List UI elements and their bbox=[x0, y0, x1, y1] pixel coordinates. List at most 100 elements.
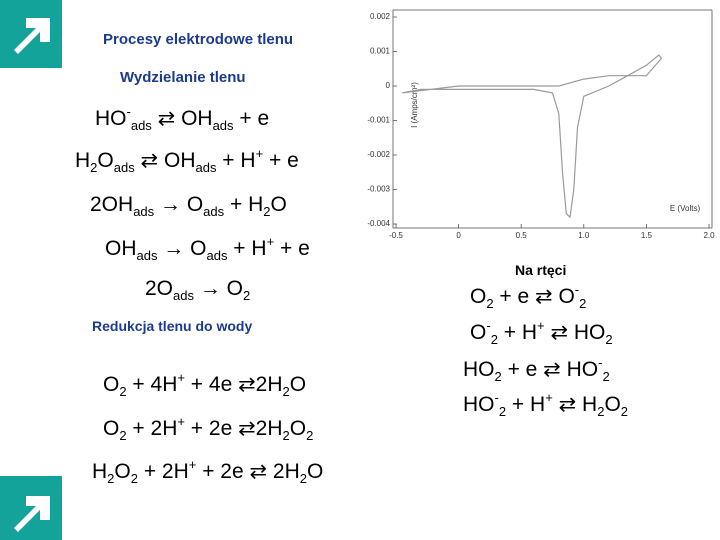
y-tick-label: -0.004 bbox=[367, 219, 390, 228]
plot-frame bbox=[392, 9, 713, 229]
equation-part: 2 bbox=[119, 384, 127, 399]
equation-part: - bbox=[126, 104, 131, 119]
equation-part: 2 bbox=[299, 471, 307, 486]
x-tick-label: 0 bbox=[456, 231, 461, 240]
equation-part: 2 bbox=[620, 404, 629, 419]
equation-part: ads bbox=[195, 160, 217, 175]
section-heading: Na rtęci bbox=[515, 262, 567, 278]
equation-part: 2 bbox=[243, 288, 251, 303]
equation-part: ⇄ HO bbox=[544, 321, 606, 344]
equation-part: ⇄ OH bbox=[151, 107, 213, 130]
equation: O2 + 4H+ + 4e ⇄2H2O bbox=[103, 370, 306, 399]
equation-part: + H bbox=[227, 237, 267, 260]
equation-part: ⇄ OH bbox=[134, 149, 196, 172]
equation-part: O bbox=[307, 460, 324, 483]
equation-part: 2 bbox=[90, 160, 98, 175]
y-tick-label: 0.002 bbox=[370, 12, 391, 21]
equation: OHads → Oads + H+ + e bbox=[105, 234, 310, 263]
equation-part: OH bbox=[105, 237, 137, 260]
equation-part: 2OH bbox=[90, 193, 134, 216]
equation-part: + 2H bbox=[126, 417, 178, 440]
equation-part: O bbox=[97, 149, 114, 172]
title: Procesy elektrodowe tlenu bbox=[103, 31, 294, 48]
equation-part: → O bbox=[193, 277, 243, 300]
equation-part: 2O bbox=[145, 277, 174, 300]
equation-part: 2 bbox=[130, 471, 138, 486]
equation-part: + H bbox=[224, 193, 264, 216]
equation: H2O2 + 2H+ + 2e ⇄ 2H2O bbox=[92, 457, 323, 486]
x-tick-label: 0.5 bbox=[516, 231, 528, 240]
y-tick-label: -0.001 bbox=[367, 116, 390, 125]
equation-part: 2 bbox=[282, 428, 290, 443]
equation-part: ads bbox=[212, 118, 234, 133]
equation: O2 + 2H+ + 2e ⇄2H2O2 bbox=[103, 414, 313, 443]
equation-part: O bbox=[470, 285, 487, 308]
equation: 2Oads → O2 bbox=[145, 277, 250, 303]
equation-part: → O bbox=[157, 237, 207, 260]
equation-part: + bbox=[537, 318, 545, 333]
y-tick-label: 0 bbox=[386, 81, 391, 90]
equation-part: - bbox=[598, 355, 603, 370]
equation-part: ads bbox=[203, 204, 225, 219]
voltammogram: 0.002 0.001 0 -0.001 -0.002 -0.003 -0.004 -0.5 0… bbox=[367, 9, 715, 240]
y-axis-label: I (Amps/cm²) bbox=[410, 82, 419, 128]
equation-part: O bbox=[103, 373, 120, 396]
equation-part: 2 bbox=[486, 296, 494, 311]
equation-part: + bbox=[255, 146, 264, 161]
equation-part: 2 bbox=[107, 471, 115, 486]
equation-part: O bbox=[289, 373, 307, 396]
equation-part: 2 bbox=[605, 332, 613, 347]
equation-part: O bbox=[289, 417, 307, 440]
equation-part: + bbox=[177, 414, 185, 429]
x-tick-label: 1.5 bbox=[641, 231, 653, 240]
x-tick-label: 1.0 bbox=[578, 231, 590, 240]
equation-part: 2 bbox=[119, 428, 127, 443]
equation-part: + H bbox=[216, 149, 256, 172]
equation-part: ads bbox=[173, 288, 194, 303]
equation-part: 2 bbox=[490, 332, 498, 347]
y-tick-label: -0.003 bbox=[367, 185, 390, 194]
equation-part: + H bbox=[497, 321, 538, 344]
equation: HO-2 + H+ ⇄ H2O2 bbox=[463, 390, 628, 419]
equation-part: + 2e ⇄ 2H bbox=[196, 460, 300, 483]
equation-part: 2 bbox=[597, 404, 605, 419]
equation-part: HO bbox=[463, 358, 495, 381]
current-curve bbox=[402, 54, 663, 219]
equation-part: 2 bbox=[494, 369, 502, 384]
equation-part: HO bbox=[95, 107, 127, 130]
equation-part: ads bbox=[136, 248, 158, 263]
equation-part: + bbox=[545, 390, 553, 405]
equation-part: + e ⇄ O bbox=[493, 285, 575, 308]
equation-part: 2 bbox=[498, 404, 507, 419]
equation-part: H bbox=[92, 460, 108, 483]
equation-part: + 2H bbox=[137, 460, 189, 483]
equation: HO-ads ⇄ OHads + e bbox=[95, 104, 269, 133]
equation-part: ads bbox=[130, 118, 152, 133]
logo-bottom bbox=[0, 476, 62, 540]
equation: H2Oads ⇄ OHads + H+ + e bbox=[75, 146, 299, 175]
equation: O2 + e ⇄ O-2 bbox=[470, 282, 586, 311]
equation-part: 2 bbox=[306, 428, 314, 443]
equation-part: 2 bbox=[263, 204, 271, 219]
equation-part: + bbox=[188, 457, 197, 472]
equation-part: O bbox=[270, 193, 287, 216]
equation: 2OHads → Oads + H2O bbox=[90, 193, 287, 219]
equation-part: 2 bbox=[579, 296, 587, 311]
equation-part: - bbox=[494, 390, 499, 405]
x-tick-label: -0.5 bbox=[389, 231, 403, 240]
equation-part: + 2e ⇄2H bbox=[184, 417, 283, 440]
x-tick-label: 2.0 bbox=[703, 231, 715, 240]
equation: HO2 + e ⇄ HO-2 bbox=[463, 355, 610, 384]
equation-part: - bbox=[486, 318, 491, 333]
equation-part: O bbox=[114, 460, 131, 483]
equation-part: 2 bbox=[282, 384, 290, 399]
equation-part: - bbox=[574, 282, 580, 297]
y-tick-label: 0.001 bbox=[370, 47, 391, 56]
equation-part: + e bbox=[274, 237, 310, 260]
x-axis-label: E (Volts) bbox=[670, 204, 701, 213]
equation-part: ads bbox=[113, 160, 135, 175]
y-tick-label: -0.002 bbox=[367, 150, 390, 159]
equation-part: HO bbox=[463, 393, 495, 416]
equation-part: + bbox=[266, 234, 275, 249]
